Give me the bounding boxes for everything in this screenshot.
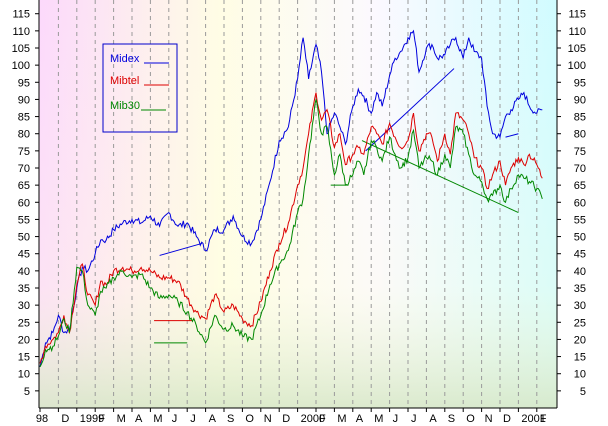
y-tick-label: 50	[18, 232, 30, 244]
y-axis-left: 5 10 15 20 25 30 35 40 45 50 55 60 65 70 75 80 85 90 95 100…	[12, 9, 39, 398]
y-tick-label: 70	[574, 163, 586, 175]
legend-label-mibtel: Mibtel	[110, 75, 139, 87]
x-tick-label: 98	[36, 413, 48, 425]
y-tick-label: 20	[574, 334, 586, 346]
x-tick-label: 1999	[80, 413, 104, 425]
trend-line	[505, 133, 519, 138]
y-tick-label: 10	[18, 369, 30, 381]
y-tick-label: 110	[12, 26, 30, 38]
x-tick-label: O	[466, 413, 475, 425]
y-tick-label: 55	[574, 214, 586, 226]
y-tick-label: 25	[18, 317, 30, 329]
x-tick-label: J	[172, 413, 178, 425]
x-tick-label: S	[448, 413, 455, 425]
y-tick-label: 25	[574, 317, 586, 329]
y-tick-label: 105	[12, 43, 30, 55]
y-tick-label: 85	[18, 112, 30, 124]
trend-line	[159, 242, 203, 256]
y-tick-label: 60	[574, 197, 586, 209]
y-tick-label: 80	[18, 129, 30, 141]
x-tick-label: S	[227, 413, 234, 425]
x-tick-label: M	[374, 413, 383, 425]
y-tick-label: 30	[18, 300, 30, 312]
legend-box	[102, 43, 178, 133]
x-tick-label: A	[356, 413, 364, 425]
y-tick-label: 35	[18, 283, 30, 295]
x-tick-label: J	[393, 413, 399, 425]
x-tick-label: F	[540, 413, 547, 425]
series-line-mibtel	[39, 92, 543, 364]
series-line-midex	[39, 29, 543, 368]
y-tick-label: 5	[580, 386, 586, 398]
x-tick-label: N	[264, 413, 272, 425]
y-tick-label: 40	[574, 266, 586, 278]
x-tick-label: A	[429, 413, 437, 425]
y-tick-label: 60	[18, 197, 30, 209]
y-tick-label: 10	[574, 369, 586, 381]
y-tick-label: 30	[574, 300, 586, 312]
legend: Midex Mibtel Mib30	[102, 43, 178, 133]
y-tick-label: 65	[18, 180, 30, 192]
y-tick-label: 45	[574, 249, 586, 261]
y-tick-label: 20	[18, 334, 30, 346]
y-axis-right: 5 10 15 20 25 30 35 40 45 50 55 60 65 70 75 80 85 90 95 100…	[557, 9, 586, 398]
x-tick-label: O	[245, 413, 254, 425]
y-tick-label: 50	[574, 232, 586, 244]
x-tick-label: J	[190, 413, 196, 425]
x-tick-label: D	[282, 413, 290, 425]
y-tick-label: 40	[18, 266, 30, 278]
y-tick-label: 65	[574, 180, 586, 192]
x-tick-label: D	[503, 413, 511, 425]
x-tick-label: A	[209, 413, 217, 425]
x-tick-label: D	[61, 413, 69, 425]
y-tick-label: 85	[574, 112, 586, 124]
y-tick-label: 115	[12, 9, 30, 21]
x-tick-label: M	[153, 413, 162, 425]
x-tick-label: M	[337, 413, 346, 425]
series-line-mib30	[39, 99, 543, 368]
y-tick-label: 70	[18, 163, 30, 175]
y-tick-label: 90	[574, 94, 586, 106]
trend-line	[361, 140, 519, 214]
y-tick-label: 15	[574, 352, 586, 364]
y-tick-label: 110	[568, 26, 586, 38]
y-tick-label: 105	[568, 43, 586, 55]
y-tick-label: 45	[18, 249, 30, 261]
y-tick-label: 75	[574, 146, 586, 158]
x-tick-label: F	[98, 413, 105, 425]
y-tick-label: 100	[12, 60, 30, 72]
y-tick-label: 15	[18, 352, 30, 364]
x-tick-label: J	[411, 413, 417, 425]
series-lines	[39, 29, 543, 368]
y-tick-label: 75	[18, 146, 30, 158]
legend-label-mib30: Mib30	[110, 100, 140, 112]
x-tick-label: M	[117, 413, 126, 425]
y-tick-label: 90	[18, 94, 30, 106]
x-tick-label: A	[135, 413, 143, 425]
y-tick-label: 35	[574, 283, 586, 295]
y-tick-label: 115	[568, 9, 586, 21]
y-tick-label: 95	[574, 77, 586, 89]
y-tick-label: 80	[574, 129, 586, 141]
y-tick-label: 95	[18, 77, 30, 89]
x-tick-label: 2000	[301, 413, 325, 425]
x-tick-label: 2001	[521, 413, 545, 425]
y-tick-label: 55	[18, 214, 30, 226]
x-tick-label: N	[485, 413, 493, 425]
y-tick-label: 100	[568, 60, 586, 72]
y-tick-label: 5	[24, 386, 30, 398]
x-tick-label: F	[319, 413, 326, 425]
legend-label-midex: Midex	[110, 53, 140, 65]
trend-lines	[154, 68, 519, 344]
trend-line	[365, 68, 455, 152]
